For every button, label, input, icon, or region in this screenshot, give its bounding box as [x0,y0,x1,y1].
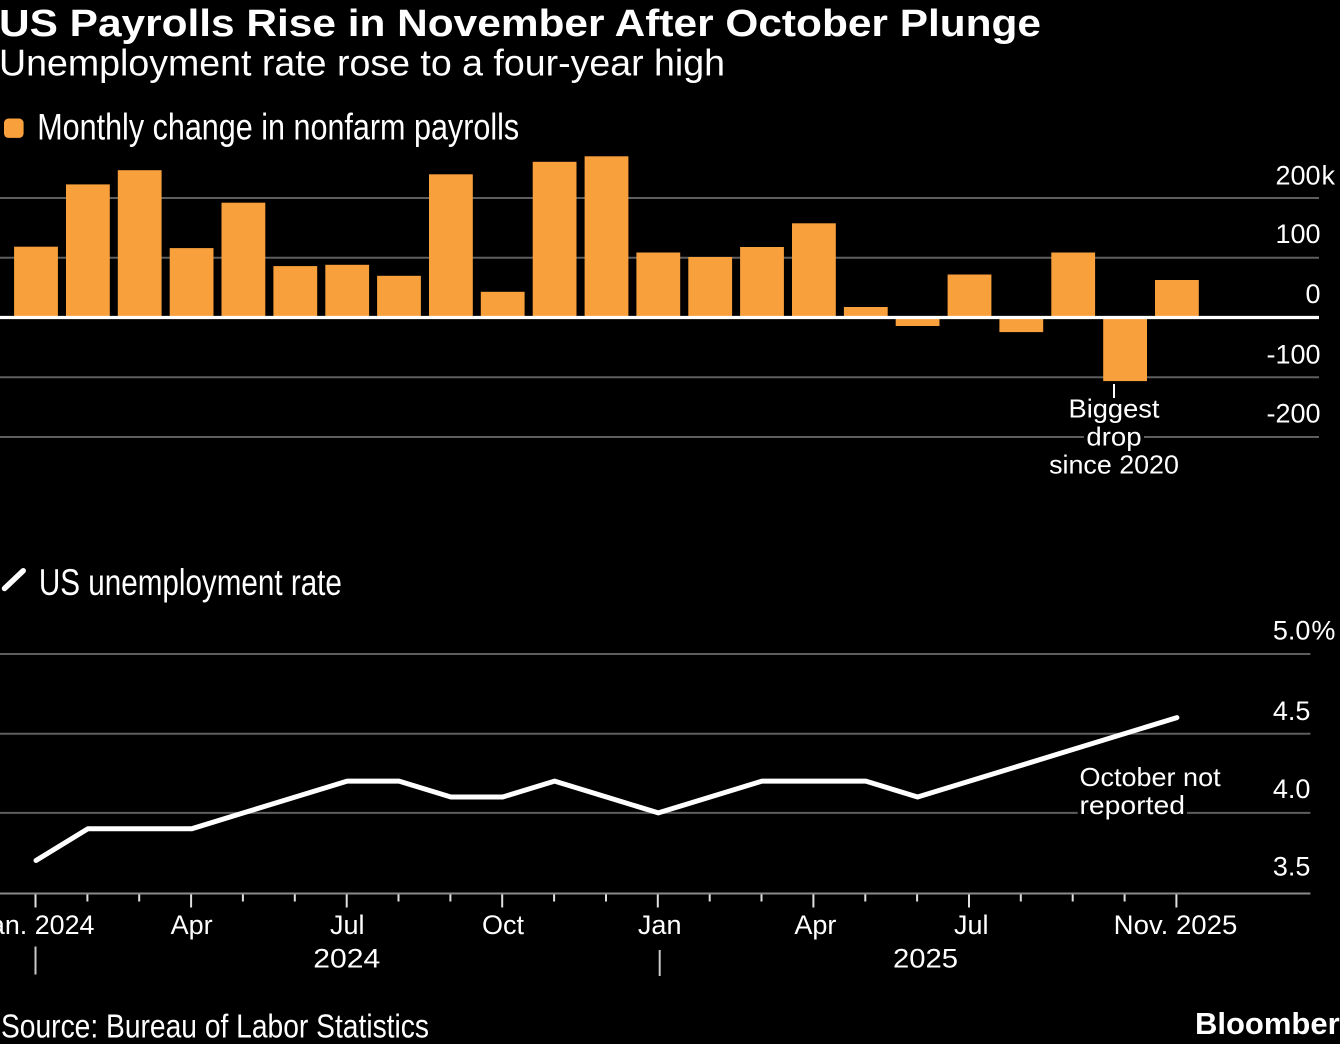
svg-text:5.0: 5.0 [1273,616,1311,646]
svg-text:US unemployment rate: US unemployment rate [39,562,342,603]
svg-text:Unemployment rate rose to a fo: Unemployment rate rose to a four-year hi… [0,43,725,84]
svg-text:since 2020: since 2020 [1049,449,1179,479]
svg-text:reported: reported [1080,790,1186,820]
svg-text:October not: October not [1080,762,1222,792]
svg-text:k: k [1322,161,1336,191]
svg-text:Jan. 2024: Jan. 2024 [0,910,95,940]
svg-text:%: % [1311,616,1335,646]
svg-text:US Payrolls Rise in November A: US Payrolls Rise in November After Octob… [0,3,1041,45]
svg-text:3.5: 3.5 [1273,852,1311,882]
svg-text:Oct: Oct [482,910,525,940]
svg-text:-200: -200 [1266,399,1320,429]
svg-text:4.5: 4.5 [1273,696,1311,726]
svg-text:Monthly change in nonfarm payr: Monthly change in nonfarm payrolls [37,107,519,148]
svg-text:2025: 2025 [893,943,958,973]
svg-text:Apr: Apr [171,910,213,940]
svg-text:Biggest: Biggest [1069,393,1161,423]
svg-text:-100: -100 [1266,339,1320,369]
svg-text:Jul: Jul [954,910,989,940]
svg-text:Jul: Jul [330,910,365,940]
svg-text:Apr: Apr [794,910,836,940]
svg-text:0: 0 [1305,279,1320,309]
svg-text:Nov. 2025: Nov. 2025 [1114,910,1238,940]
svg-text:Bloomberg: Bloomberg [1195,1006,1340,1041]
svg-text:Source: Bureau of Labor Statis: Source: Bureau of Labor Statistics [1,1008,429,1044]
svg-text:drop: drop [1086,421,1141,451]
svg-text:200: 200 [1275,161,1320,191]
svg-text:100: 100 [1275,219,1320,249]
svg-text:2024: 2024 [313,943,380,973]
svg-text:Jan: Jan [638,910,682,940]
svg-text:4.0: 4.0 [1273,774,1311,804]
